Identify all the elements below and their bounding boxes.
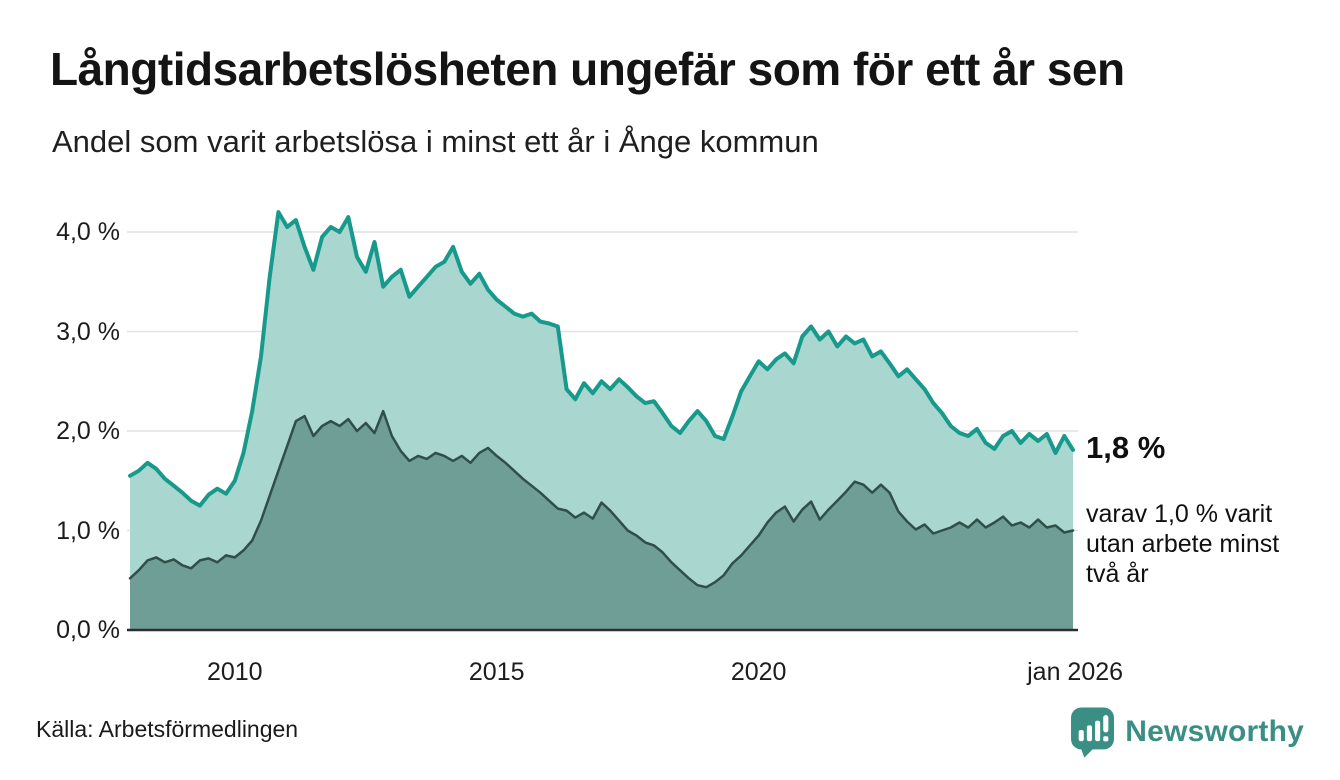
y-tick-label: 0,0 % bbox=[56, 616, 120, 644]
x-tick-label: jan 2026 bbox=[1027, 658, 1124, 686]
x-tick-label: 2010 bbox=[206, 658, 263, 686]
y-tick-label: 3,0 % bbox=[56, 317, 120, 346]
area-two-years bbox=[130, 411, 1073, 630]
current-value-label: 1,8 % bbox=[1086, 430, 1166, 465]
line-one-year bbox=[128, 210, 1075, 508]
newsworthy-brand: Newsworthy bbox=[1070, 706, 1304, 758]
line-two-years bbox=[128, 409, 1075, 589]
x-tick-label: 2015 bbox=[468, 658, 525, 686]
secondary-value-label: varav 1,0 % varit utan arbete minst två … bbox=[1086, 500, 1280, 588]
page-title: Långtidsarbetslösheten ungefär som för e… bbox=[50, 43, 1125, 95]
y-tick-label: 2,0 % bbox=[56, 417, 120, 445]
x-tick-label: 2020 bbox=[730, 658, 787, 686]
chart-subtitle: Andel som varit arbetslösa i minst ett å… bbox=[52, 124, 819, 159]
newsworthy-logo-icon bbox=[1071, 707, 1115, 758]
y-tick-label: 4,0 % bbox=[56, 218, 120, 246]
source-label: Källa: Arbetsförmedlingen bbox=[36, 716, 299, 742]
newsworthy-wordmark: Newsworthy bbox=[1125, 715, 1304, 748]
y-tick-label: 1,0 % bbox=[56, 516, 120, 545]
